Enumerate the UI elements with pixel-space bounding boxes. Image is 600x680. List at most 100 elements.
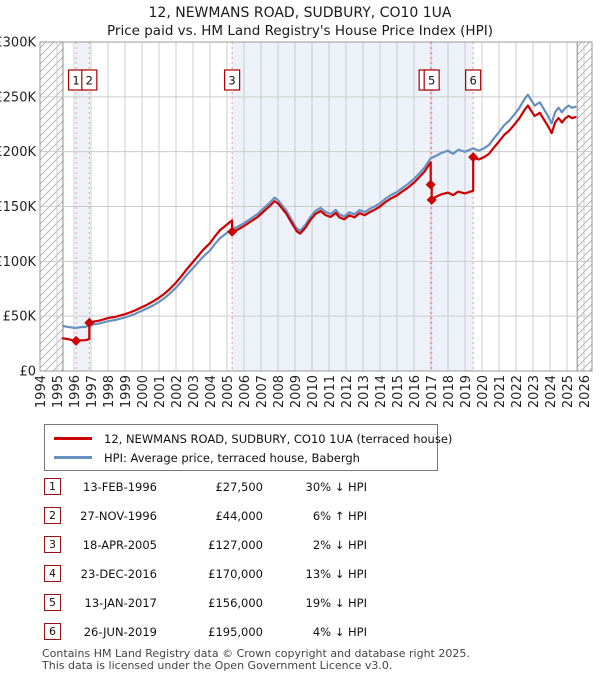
x-axis-year-label: 2002	[170, 375, 185, 408]
sale-number-box	[465, 69, 482, 91]
sale-vs-hpi: 6% ↑ HPI	[312, 508, 367, 523]
sale-price: £44,000	[215, 508, 263, 523]
sale-number-badge: 3	[44, 536, 61, 553]
x-axis-year-label: 2012	[340, 375, 355, 408]
sale-marker-diamond	[425, 179, 436, 190]
x-axis-year-label: 2006	[238, 375, 253, 408]
sale-date: 13-JAN-2017	[84, 595, 158, 610]
sale-number-badge: 5	[44, 594, 61, 611]
price-history-chart: 123456£0£50K£100K£150K£200K£250K£300K199…	[0, 36, 593, 409]
x-axis-year-label: 2008	[272, 375, 287, 408]
sale-price: £156,000	[208, 595, 263, 610]
x-axis-year-label: 2013	[357, 375, 372, 408]
sales-table: 1 13-FEB-1996 £27,500 30% ↓ HPI 2 27-NOV-1996…	[44, 478, 367, 652]
sale-price: £195,000	[208, 624, 263, 639]
sale-price: £170,000	[208, 566, 263, 581]
x-axis-year-label: 2024	[544, 375, 559, 408]
x-axis-year-label: 1997	[85, 375, 100, 408]
legend-line-swatch	[54, 437, 92, 440]
x-axis-year-label: 2022	[510, 375, 525, 408]
legend-line-swatch	[54, 456, 92, 459]
y-axis-tick-label: £0	[19, 365, 36, 380]
sale-date: 18-APR-2005	[82, 537, 157, 552]
x-axis-year-label: 2007	[255, 375, 270, 408]
sale-date: 13-FEB-1996	[83, 479, 157, 494]
page-subtitle: Price paid vs. HM Land Registry's House …	[107, 23, 493, 39]
x-axis-year-label: 2014	[374, 375, 389, 408]
x-axis-year-label: 2021	[493, 375, 508, 408]
x-axis-year-label: 2017	[425, 375, 440, 408]
x-axis-year-label: 2010	[306, 375, 321, 408]
x-axis-year-label: 1999	[119, 375, 134, 408]
sale-date: 23-DEC-2016	[80, 566, 157, 581]
x-axis-year-label: 1996	[68, 375, 83, 408]
y-axis-tick-label: £300K	[0, 36, 36, 51]
sale-marker-diamond	[227, 226, 238, 237]
chart-legend: 12, NEWMANS ROAD, SUDBURY, CO10 1UA (ter…	[44, 424, 452, 471]
footer-line-1: Contains HM Land Registry data © Crown c…	[42, 647, 470, 660]
sale-number-badge: 1	[44, 478, 61, 495]
table-row: 6 26-JUN-2019 £195,000 4% ↓ HPI	[44, 623, 367, 640]
x-axis-year-label: 2011	[323, 375, 338, 408]
sale-number-badge: 2	[44, 507, 61, 524]
sale-price: £27,500	[215, 479, 263, 494]
sale-number-label: 1	[72, 74, 79, 88]
x-axis-year-label: 2004	[204, 375, 219, 408]
legend-row: 12, NEWMANS ROAD, SUDBURY, CO10 1UA (ter…	[45, 429, 452, 448]
sale-number-label: 3	[228, 74, 235, 88]
y-axis-tick-label: £150K	[0, 200, 36, 215]
y-axis-tick-label: £200K	[0, 145, 36, 160]
hpi-line	[61, 93, 577, 329]
sale-vs-hpi: 13% ↓ HPI	[305, 566, 367, 581]
sale-number-badge: 4	[44, 565, 61, 582]
x-axis-year-label: 1994	[34, 375, 49, 408]
legend-row: HPI: Average price, terraced house, Babe…	[45, 448, 437, 467]
sale-number-label: 5	[428, 74, 435, 88]
footer-line-2: This data is licensed under the Open Gov…	[42, 659, 393, 672]
table-row: 2 27-NOV-1996 £44,000 6% ↑ HPI	[44, 507, 367, 524]
x-axis-year-label: 2001	[153, 375, 168, 408]
sale-number-label: 2	[86, 74, 93, 88]
sale-vs-hpi: 4% ↓ HPI	[312, 624, 367, 639]
sale-marker-diamond	[71, 335, 82, 346]
price-paid-line	[61, 104, 577, 342]
table-row: 4 23-DEC-2016 £170,000 13% ↓ HPI	[44, 565, 367, 582]
sale-number-box	[224, 69, 241, 91]
sale-date: 27-NOV-1996	[80, 508, 157, 523]
x-axis-year-label: 2023	[527, 375, 542, 408]
x-axis-year-label: 2003	[187, 375, 202, 408]
sale-number-label: 6	[469, 74, 476, 88]
sale-vs-hpi: 30% ↓ HPI	[305, 479, 367, 494]
legend-label: 12, NEWMANS ROAD, SUDBURY, CO10 1UA (ter…	[104, 431, 453, 446]
table-row: 3 18-APR-2005 £127,000 2% ↓ HPI	[44, 536, 367, 553]
x-axis-year-label: 2015	[391, 375, 406, 408]
license-footer: Contains HM Land Registry data © Crown c…	[42, 648, 470, 672]
sale-number-badge: 6	[44, 623, 61, 640]
x-axis-year-label: 2019	[459, 375, 474, 408]
x-axis-year-label: 1995	[51, 375, 66, 408]
sale-vs-hpi: 19% ↓ HPI	[305, 595, 367, 610]
sale-marker-diamond	[84, 317, 95, 328]
sale-number-box	[423, 69, 440, 91]
sale-price: £127,000	[208, 537, 263, 552]
x-axis-year-label: 2009	[289, 375, 304, 408]
x-axis-year-label: 2026	[578, 375, 593, 408]
y-axis-tick-label: £50K	[3, 310, 37, 325]
sale-marker-diamond	[468, 152, 479, 163]
y-axis-tick-label: £100K	[0, 255, 36, 270]
table-row: 1 13-FEB-1996 £27,500 30% ↓ HPI	[44, 478, 367, 495]
sale-vs-hpi: 2% ↓ HPI	[312, 537, 367, 552]
sale-date: 26-JUN-2019	[83, 624, 157, 639]
table-row: 5 13-JAN-2017 £156,000 19% ↓ HPI	[44, 594, 367, 611]
x-axis-year-label: 2005	[221, 375, 236, 408]
x-axis-year-label: 2025	[561, 375, 576, 408]
y-axis-tick-label: £250K	[0, 90, 36, 105]
sale-number-box	[81, 69, 98, 91]
plot-border	[39, 41, 593, 372]
page-title: 12, NEWMANS ROAD, SUDBURY, CO10 1UA	[148, 5, 452, 21]
x-axis-year-label: 2020	[476, 375, 491, 408]
legend-label: HPI: Average price, terraced house, Babe…	[104, 450, 360, 465]
x-axis-year-label: 2018	[442, 375, 457, 408]
x-axis-year-label: 2000	[136, 375, 151, 408]
